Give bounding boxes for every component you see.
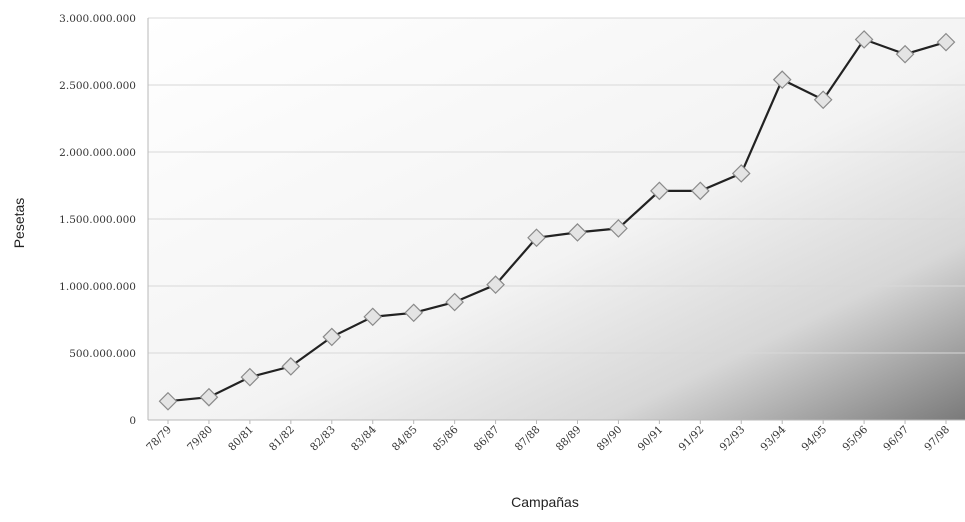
data-point-marker xyxy=(731,164,751,183)
data-point-marker xyxy=(199,387,219,407)
data-point-marker xyxy=(813,90,833,110)
y-tick-label: 1.500.000.000 xyxy=(59,214,136,226)
data-point-marker xyxy=(772,70,792,89)
x-tick-label: 83/84 xyxy=(349,423,379,453)
x-tick-label: 85/86 xyxy=(431,423,461,453)
x-tick-label: 81/82 xyxy=(267,424,297,454)
x-tick-label: 97/98 xyxy=(922,424,952,454)
data-point-marker xyxy=(854,30,874,49)
data-point-marker xyxy=(650,181,669,201)
data-point-marker xyxy=(404,303,424,323)
x-axis-title: Campañas xyxy=(511,494,579,510)
x-tick-label: 86/87 xyxy=(472,424,502,454)
x-tick-label: 91/92 xyxy=(677,424,707,454)
data-point-marker xyxy=(527,228,546,248)
data-point-marker xyxy=(363,307,383,327)
x-tick-label: 79/80 xyxy=(185,424,215,454)
data-point-marker xyxy=(240,367,260,387)
series xyxy=(158,30,956,411)
grid-lines xyxy=(148,17,965,354)
x-tick-label: 87/88 xyxy=(513,424,543,454)
y-tick-label: 500.000.000 xyxy=(69,348,136,360)
y-axis-title: Pesetas xyxy=(11,198,27,249)
x-tick-label: 95/96 xyxy=(840,423,870,453)
data-point-marker xyxy=(158,391,178,411)
data-point-marker xyxy=(690,181,710,201)
x-tick-label: 88/89 xyxy=(554,424,584,454)
axes xyxy=(147,18,965,424)
y-axis-ticks: 0 500.000.000 1.000.000.000 1.500.000.000 2.… xyxy=(59,13,136,427)
x-tick-label: 84/85 xyxy=(390,424,420,454)
y-tick-label: 2.000.000.000 xyxy=(59,147,136,159)
y-tick-label: 3.000.000.000 xyxy=(59,13,136,25)
x-axis-ticks: 78/79 79/80 80/81 81/82 82/83 83/84 84/85 85/86… xyxy=(144,423,952,453)
data-point-marker xyxy=(322,327,342,347)
data-point-marker xyxy=(281,357,301,376)
x-tick-label: 92/93 xyxy=(717,424,747,454)
data-point-marker xyxy=(895,44,915,64)
data-point-marker xyxy=(445,292,464,312)
data-point-marker xyxy=(568,223,587,242)
x-tick-label: 82/83 xyxy=(308,424,338,454)
y-tick-label: 0 xyxy=(129,415,136,427)
x-tick-label: 93/94 xyxy=(758,423,788,453)
data-point-marker xyxy=(486,275,505,295)
y-tick-label: 1.000.000.000 xyxy=(59,281,136,293)
x-tick-label: 78/79 xyxy=(144,424,174,454)
data-point-marker xyxy=(609,219,628,238)
x-tick-label: 96/97 xyxy=(881,424,911,454)
x-tick-label: 80/81 xyxy=(226,424,256,454)
y-tick-label: 2.500.000.000 xyxy=(59,80,136,92)
x-tick-label: 89/90 xyxy=(595,424,625,454)
x-tick-label: 94/95 xyxy=(799,424,829,454)
x-tick-label: 90/91 xyxy=(636,424,666,454)
series-line xyxy=(167,38,947,403)
data-point-marker xyxy=(936,32,956,52)
